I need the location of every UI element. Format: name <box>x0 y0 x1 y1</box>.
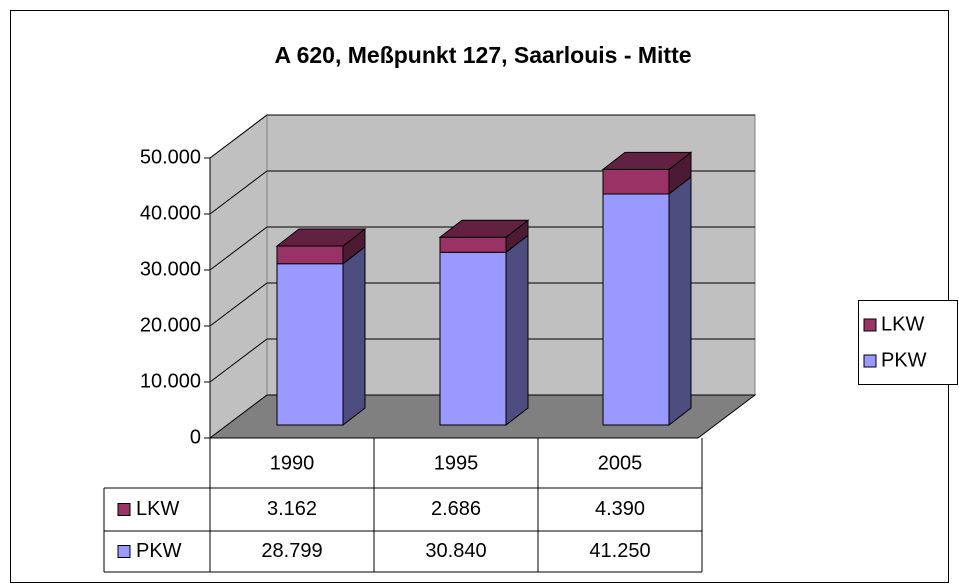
bar <box>602 175 692 427</box>
table-key <box>117 545 131 558</box>
bar-top <box>438 219 530 238</box>
table-cell: 4.390 <box>595 498 645 520</box>
bar-front <box>439 251 507 426</box>
bar <box>438 219 530 254</box>
bar-top <box>275 228 367 247</box>
bar-top <box>601 151 693 170</box>
table-cell: 41.250 <box>589 540 650 562</box>
table-key <box>117 503 131 516</box>
x-tick-label: 1995 <box>434 452 479 474</box>
bar-front <box>276 245 344 265</box>
y-tick-label: 50.000 <box>140 146 201 168</box>
table-cell: 3.162 <box>267 498 317 520</box>
grid-line <box>209 282 755 327</box>
legend-box <box>858 300 958 385</box>
table-cell: 30.840 <box>425 540 486 562</box>
table-cell: 2.686 <box>431 498 481 520</box>
bar <box>276 245 366 427</box>
bar <box>439 234 529 427</box>
bar-side <box>505 234 529 427</box>
x-tick-label: 2005 <box>598 452 643 474</box>
table-row-label: LKW <box>136 498 179 520</box>
y-tick-label: 40.000 <box>140 202 201 224</box>
legend-label: LKW <box>881 313 924 335</box>
bar-front <box>602 193 670 426</box>
grid-line <box>209 338 755 383</box>
bar-side <box>342 245 366 427</box>
y-tick-label: 0 <box>190 426 201 448</box>
bar-front <box>439 236 507 253</box>
bar <box>601 151 693 196</box>
bar <box>275 228 367 265</box>
y-tick-label: 30.000 <box>140 258 201 280</box>
y-tick-label: 10.000 <box>140 370 201 392</box>
legend-key <box>863 318 877 332</box>
grid-line <box>209 170 755 215</box>
bar-front <box>602 168 670 195</box>
side-wall <box>209 113 268 440</box>
bar-front <box>276 263 344 426</box>
table-row-label: PKW <box>136 540 182 562</box>
grid-line <box>209 226 755 271</box>
legend-key <box>863 354 877 368</box>
x-tick-label: 1990 <box>270 452 315 474</box>
grid-line <box>209 114 755 159</box>
y-tick-label: 20.000 <box>140 314 201 336</box>
chart-title: A 620, Meßpunkt 127, Saarlouis - Mitte <box>274 42 691 68</box>
table-cell: 28.799 <box>261 540 322 562</box>
bar-side <box>668 175 692 427</box>
legend-label: PKW <box>881 349 927 371</box>
